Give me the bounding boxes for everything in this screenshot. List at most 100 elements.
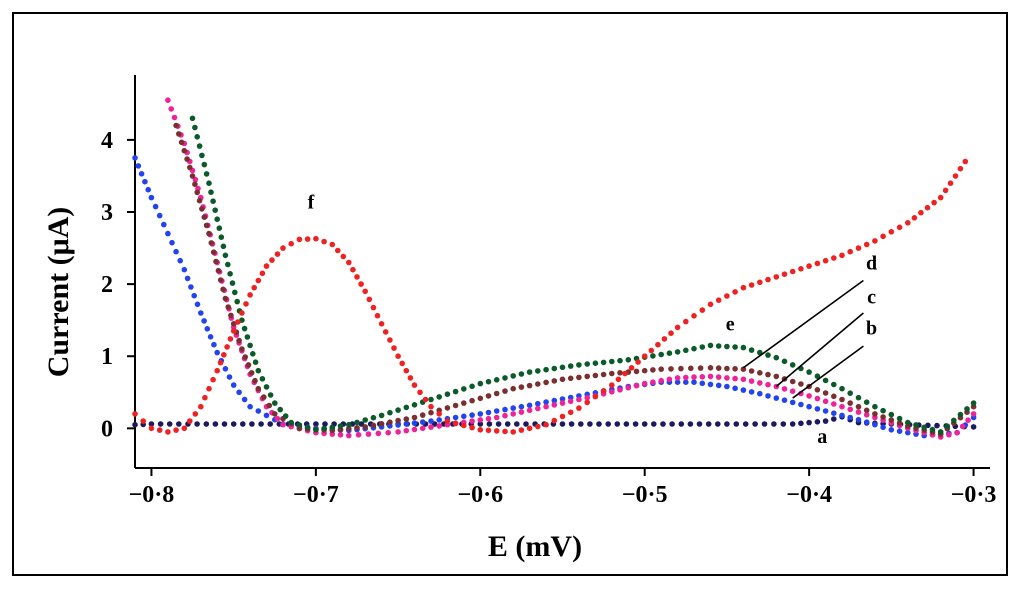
curve-point-c (658, 377, 664, 384)
curve-point-a (687, 421, 694, 427)
curve-point-a (258, 421, 264, 427)
curve-point-f (628, 365, 635, 371)
curve-point-c (683, 374, 689, 381)
curve-point-f (477, 427, 484, 433)
curve-point-f (924, 204, 931, 211)
curve-point-f (269, 257, 275, 263)
curve-point-e (485, 378, 492, 385)
y-tick-label: 1 (101, 344, 113, 370)
curve-point-b (543, 399, 549, 405)
curve-point-b (798, 401, 804, 408)
curve-point-e (229, 280, 236, 286)
curve-point-b (211, 341, 217, 348)
curve-point-f (551, 417, 558, 424)
curve-point-c (863, 412, 870, 418)
curve-point-e (951, 417, 957, 424)
curve-point-b (806, 403, 812, 410)
curve-point-b (691, 379, 697, 386)
curve-point-c (699, 374, 706, 380)
curve-point-c (337, 432, 344, 438)
curve-point-e (282, 413, 289, 419)
curve-point-f (340, 253, 347, 260)
x-tick-label: −0·7 (293, 482, 339, 508)
curve-point-d (194, 189, 200, 196)
curve-point-a (605, 421, 611, 427)
curve-point-e (313, 427, 319, 433)
curve-point-b (469, 412, 475, 418)
curve-point-e (929, 426, 936, 433)
curve-point-b (847, 414, 853, 421)
curve-point-d (444, 405, 451, 411)
curve-point-a (831, 416, 837, 422)
curve-point-c (724, 375, 730, 381)
curve-point-c (633, 382, 640, 389)
curve-point-d (600, 371, 607, 378)
curve-point-e (206, 180, 212, 186)
curve-point-e (337, 423, 344, 429)
curve-point-f (374, 312, 381, 319)
curve-point-d (461, 400, 467, 406)
curve-point-f (255, 277, 262, 284)
curve-point-f (387, 337, 393, 343)
curve-point-b (135, 163, 142, 169)
curve-point-c (576, 396, 582, 403)
curve-point-b (477, 411, 484, 417)
curve-point-d (518, 384, 525, 390)
curve-point-f (403, 367, 410, 374)
curve-point-e (477, 380, 484, 387)
curve-point-e (964, 406, 970, 412)
curve-point-e (252, 359, 259, 366)
curve-point-e (196, 143, 203, 149)
curve-point-a (504, 421, 511, 427)
curve-point-f (239, 310, 245, 316)
curve-point-c (274, 415, 281, 422)
curve-point-e (272, 400, 278, 406)
curve-point-d (688, 365, 694, 372)
curve-point-f (411, 382, 418, 388)
curve-point-e (781, 358, 788, 365)
curve-point-a (669, 421, 675, 427)
curve-point-b (226, 374, 233, 380)
curve-point-a (587, 421, 593, 427)
curve-point-d (395, 417, 401, 424)
curve-point-f (132, 411, 138, 417)
curve-point-b (177, 257, 183, 264)
curve-point-d (411, 414, 418, 421)
curve-point-a (166, 421, 173, 427)
curve-point-c (551, 402, 558, 408)
curve-point-e (321, 425, 327, 432)
curve-point-e (691, 345, 697, 352)
curve-point-f (391, 345, 397, 351)
curve-point-c (171, 114, 178, 121)
curve-point-d (757, 370, 763, 376)
curve-point-e (263, 384, 270, 390)
curve-point-f (839, 252, 845, 259)
curve-point-d (748, 368, 755, 374)
curve-point-e (814, 373, 821, 380)
curve-point-d (419, 412, 426, 418)
leader-line-d (742, 279, 864, 369)
curve-point-f (518, 427, 525, 433)
curve-point-d (609, 370, 615, 377)
curve-point-c (814, 395, 821, 402)
curve-point-a (705, 421, 712, 427)
curve-point-f (947, 180, 954, 186)
curve-point-d (617, 370, 623, 376)
curve-point-f (600, 388, 607, 394)
curve-point-e (267, 392, 274, 398)
curve-point-c (346, 432, 352, 439)
curve-point-e (244, 334, 251, 340)
curve-point-e (403, 404, 410, 411)
curve-point-c (436, 423, 443, 429)
curve-point-b (403, 421, 410, 427)
curve-point-d (217, 277, 224, 283)
curve-point-f (798, 266, 804, 272)
curve-point-d (378, 421, 385, 427)
curve-point-d (773, 373, 780, 380)
curve-point-b (510, 405, 516, 411)
curve-point-b (461, 413, 467, 420)
curve-point-f (502, 428, 508, 435)
curve-point-b (822, 408, 829, 414)
curve-point-f (535, 423, 541, 430)
curve-point-c (385, 429, 392, 436)
